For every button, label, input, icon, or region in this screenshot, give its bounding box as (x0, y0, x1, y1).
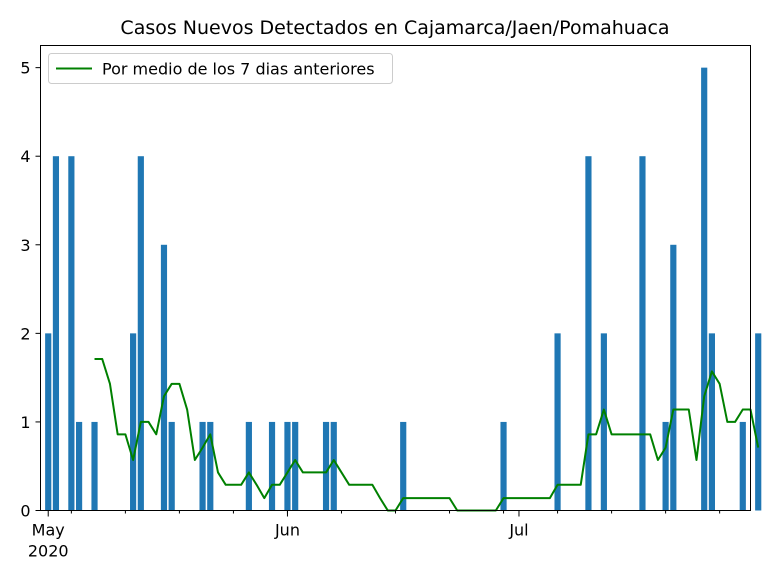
bar (322, 421, 330, 511)
bar (330, 421, 337, 511)
tick-layer: 0 1 2 3 4 5 May 2020 Jun Jul (20, 59, 721, 561)
bar (662, 421, 669, 511)
x-tick-label: Jul (508, 521, 528, 540)
y-tick-label: 0 (20, 502, 30, 521)
line-series (94, 358, 760, 512)
bar (739, 421, 746, 511)
bar (701, 67, 708, 511)
bar (68, 156, 75, 511)
x-tick-label: May (32, 521, 65, 540)
bar (639, 156, 646, 511)
bar (168, 421, 175, 511)
bar (284, 421, 291, 511)
y-tick-label: 1 (20, 413, 30, 432)
bar (52, 156, 60, 511)
chart-title: Casos Nuevos Detectados en Cajamarca/Jae… (120, 17, 669, 39)
bar (292, 421, 299, 511)
y-tick-label: 2 (20, 324, 30, 343)
bar (400, 421, 407, 511)
bar (199, 421, 206, 511)
bar (245, 421, 252, 511)
bar (207, 421, 214, 511)
bar (137, 156, 144, 511)
bar (554, 333, 561, 511)
bar (130, 333, 137, 511)
legend-label: Por medio de los 7 dias anteriores (102, 60, 375, 79)
moving-average-line (94, 358, 760, 512)
legend: Por medio de los 7 dias anteriores (48, 53, 393, 84)
bar (600, 333, 607, 511)
x-tick-label: Jun (274, 521, 300, 540)
bar (160, 244, 168, 511)
bar (91, 421, 98, 511)
x-tick-sublabel: 2020 (28, 542, 69, 561)
legend-box (48, 53, 393, 84)
bar (670, 244, 677, 511)
bar (585, 156, 592, 511)
bar (76, 421, 83, 511)
y-tick-label: 5 (20, 59, 30, 78)
bar-series (45, 67, 762, 511)
bar (500, 421, 507, 511)
y-tick-label: 3 (20, 236, 30, 255)
y-tick-label: 4 (20, 147, 30, 166)
bar (268, 421, 276, 511)
bar (755, 333, 762, 511)
bar (708, 333, 715, 511)
bar (45, 333, 52, 511)
